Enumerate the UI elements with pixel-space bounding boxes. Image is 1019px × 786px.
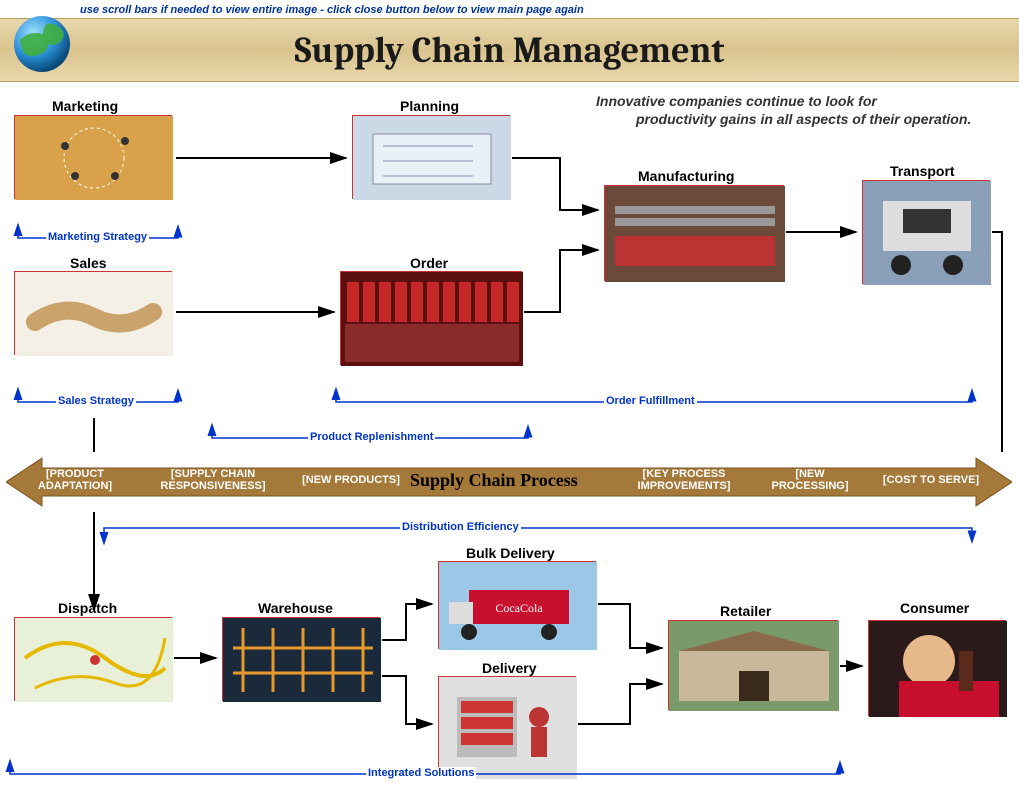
- process-seg-5: [COST TO SERVE]: [876, 474, 986, 486]
- span-sales-strategy: Sales Strategy: [56, 395, 136, 407]
- node-order: [340, 271, 522, 365]
- span-product-replenishment: Product Replenishment: [308, 431, 435, 443]
- node-dispatch: [14, 617, 172, 701]
- node-label-retailer: Retailer: [720, 603, 771, 619]
- tagline-line2: productivity gains in all aspects of the…: [636, 110, 971, 128]
- span-distribution-efficiency: Distribution Efficiency: [400, 521, 521, 533]
- node-retailer: [668, 620, 838, 710]
- node-delivery: [438, 676, 576, 778]
- node-label-delivery: Delivery: [482, 660, 536, 676]
- node-label-order: Order: [410, 255, 448, 271]
- node-bulk: CocaCola: [438, 561, 596, 649]
- node-planning: [352, 115, 510, 199]
- tagline-line1: Innovative companies continue to look fo…: [596, 92, 877, 110]
- span-order-fulfillment: Order Fulfillment: [604, 395, 697, 407]
- node-warehouse: [222, 617, 380, 701]
- globe-icon: [12, 14, 72, 74]
- svg-text:CocaCola: CocaCola: [495, 601, 543, 615]
- title-banner: Supply Chain Management: [0, 18, 1019, 82]
- process-seg-0: [PRODUCT ADAPTATION]: [20, 468, 130, 492]
- process-seg-3: [KEY PROCESS IMPROVEMENTS]: [624, 468, 744, 492]
- process-center-label: Supply Chain Process: [410, 470, 578, 491]
- scroll-hint: use scroll bars if needed to view entire…: [80, 4, 584, 16]
- node-label-planning: Planning: [400, 98, 459, 114]
- node-label-marketing: Marketing: [52, 98, 118, 114]
- node-label-manufacturing: Manufacturing: [638, 168, 734, 184]
- process-seg-1: [SUPPLY CHAIN RESPONSIVENESS]: [148, 468, 278, 492]
- node-label-dispatch: Dispatch: [58, 600, 117, 616]
- process-seg-4: [NEW PROCESSING]: [760, 468, 860, 492]
- node-manufacturing: [604, 185, 784, 281]
- node-label-sales: Sales: [70, 255, 107, 271]
- node-transport: [862, 180, 990, 284]
- node-label-warehouse: Warehouse: [258, 600, 333, 616]
- node-label-bulk: Bulk Delivery: [466, 545, 555, 561]
- node-sales: [14, 271, 172, 355]
- node-marketing: [14, 115, 172, 199]
- process-seg-2: [NEW PRODUCTS]: [296, 474, 406, 486]
- node-label-transport: Transport: [890, 163, 955, 179]
- node-consumer: [868, 620, 1006, 716]
- page-title: Supply Chain Management: [0, 19, 1019, 83]
- node-label-consumer: Consumer: [900, 600, 969, 616]
- span-marketing-strategy: Marketing Strategy: [46, 231, 149, 243]
- span-integrated-solutions: Integrated Solutions: [366, 767, 476, 779]
